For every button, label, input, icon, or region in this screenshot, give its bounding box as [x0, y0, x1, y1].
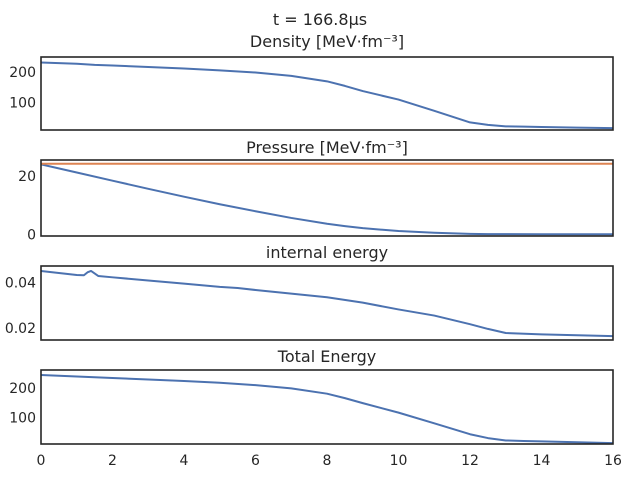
x-tick-label: 4 [180, 453, 189, 469]
panel-internal-energy: internal energy 0.02 0.04 [5, 243, 614, 341]
y-tick-label: 200 [9, 65, 36, 81]
axes-frame-density [40, 56, 614, 131]
series-line-pressure-1 [41, 163, 613, 236]
x-tick-label: 16 [604, 453, 622, 469]
panel-pressure: Pressure [MeV·fm⁻³] 0 20 [18, 138, 614, 243]
panel-total-energy: Total Energy 100 200 0 2 4 6 8 10 12 14 16 [9, 347, 622, 469]
x-tick-label: 6 [251, 453, 260, 469]
panel-title-density: Density [MeV·fm⁻³] [250, 32, 404, 51]
panel-density: Density [MeV·fm⁻³] 100 200 [9, 32, 614, 131]
y-tick-label: 200 [9, 381, 36, 397]
figure-title: t = 166.8μs [273, 10, 367, 29]
x-tick-label: 0 [37, 453, 46, 469]
x-tick-label: 2 [108, 453, 117, 469]
panel-title-pressure: Pressure [MeV·fm⁻³] [246, 138, 408, 157]
axes-frame-pressure [40, 159, 614, 237]
y-tick-label: 0.04 [5, 276, 36, 292]
x-tick-label: 12 [461, 453, 479, 469]
x-tick-label: 8 [323, 453, 332, 469]
y-tick-label: 100 [9, 410, 36, 426]
y-tick-label: 0 [27, 227, 36, 243]
y-tick-label: 0.02 [5, 321, 36, 337]
panel-title-total-energy: Total Energy [277, 347, 376, 366]
series-line-density-1 [41, 61, 613, 130]
y-tick-label: 100 [9, 96, 36, 112]
x-tick-label: 14 [533, 453, 551, 469]
series-line-total-energy-1 [41, 374, 613, 444]
panel-title-internal-energy: internal energy [266, 243, 388, 262]
axes-frame-internal-energy [40, 265, 614, 341]
y-tick-label: 20 [18, 169, 36, 185]
axes-frame-total-energy [40, 369, 614, 445]
x-tick-label: 10 [390, 453, 408, 469]
series-line-internal-energy-1 [41, 269, 613, 338]
